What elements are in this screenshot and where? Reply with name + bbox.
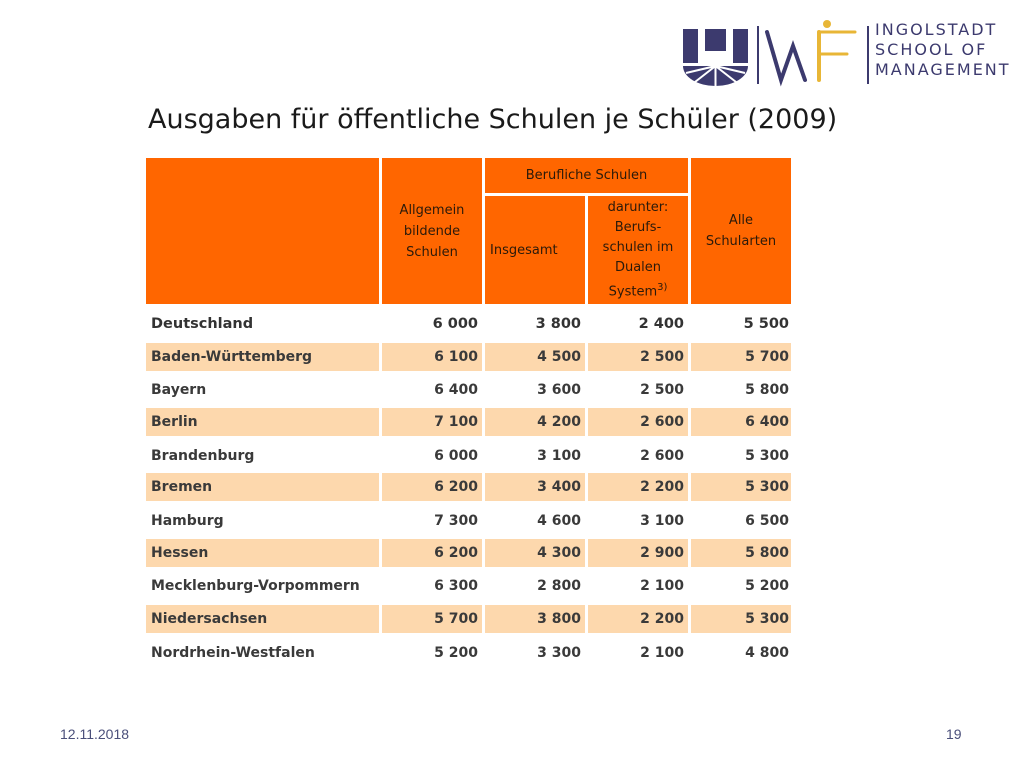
cell-duales: 3 100 xyxy=(640,513,684,529)
table-row: Nordrhein-Westfalen 5 200 3 300 2 100 4 … xyxy=(146,639,791,667)
cell-alle: 6 500 xyxy=(745,513,789,529)
cell-alle: 5 200 xyxy=(745,578,789,594)
cell-allgemein: 6 300 xyxy=(434,578,478,594)
header-group-berufliche: Berufliche Schulen xyxy=(485,158,688,193)
slide-date: 12.11.2018 xyxy=(60,726,130,742)
cell-duales: 2 100 xyxy=(640,645,684,661)
cell-duales: 2 500 xyxy=(640,382,684,398)
cell-insgesamt: 3 400 xyxy=(485,473,585,501)
cell-insgesamt: 3 300 xyxy=(537,645,581,661)
shield-icon xyxy=(683,29,748,86)
cell-insgesamt: 4 300 xyxy=(485,539,585,567)
cell-alle: 5 500 xyxy=(743,316,789,332)
cell-alle: 6 400 xyxy=(691,408,791,436)
table-row: Bremen 6 200 3 400 2 200 5 300 xyxy=(146,473,791,501)
logo-line-3: MANAGEMENT xyxy=(875,60,1011,79)
cell-insgesamt: 2 800 xyxy=(537,578,581,594)
cell-land: Bayern xyxy=(151,382,207,398)
cell-duales: 2 200 xyxy=(588,605,688,633)
cell-duales: 2 600 xyxy=(588,408,688,436)
cell-duales: 2 600 xyxy=(640,448,684,464)
expenditure-table: Allgemein bildende Schulen Berufliche Sc… xyxy=(146,158,791,668)
cell-land: Bremen xyxy=(146,473,379,501)
table-row: Niedersachsen 5 700 3 800 2 200 5 300 xyxy=(146,605,791,633)
cell-land: Hamburg xyxy=(151,513,224,529)
header-allgemein-label: Allgemein bildende Schulen xyxy=(399,202,465,260)
cell-land: Nordrhein-Westfalen xyxy=(151,645,315,661)
cell-land: Baden-Württemberg xyxy=(146,343,379,371)
cell-allgemein: 6 100 xyxy=(382,343,482,371)
header-alle-label: Alle Schularten xyxy=(705,213,777,249)
cell-allgemein: 6 400 xyxy=(434,382,478,398)
cell-allgemein: 6 000 xyxy=(434,448,478,464)
cell-duales: 2 100 xyxy=(640,578,684,594)
slide-page-number: 19 xyxy=(946,726,962,742)
cell-land: Hessen xyxy=(146,539,379,567)
cell-allgemein: 5 200 xyxy=(434,645,478,661)
cell-insgesamt: 3 600 xyxy=(537,382,581,398)
university-logo-graphic xyxy=(683,20,869,87)
cell-alle: 4 800 xyxy=(745,645,789,661)
header-group-label: Berufliche Schulen xyxy=(525,168,648,183)
cell-land: Mecklenburg-Vorpommern xyxy=(151,578,360,594)
cell-insgesamt: 3 100 xyxy=(537,448,581,464)
logo-wordmark: INGOLSTADT SCHOOL OF MANAGEMENT xyxy=(875,20,1011,80)
header-corner xyxy=(146,158,379,304)
cell-allgemein: 5 700 xyxy=(382,605,482,633)
table-row: Hessen 6 200 4 300 2 900 5 800 xyxy=(146,539,791,567)
cell-duales: 2 900 xyxy=(588,539,688,567)
cell-land: Berlin xyxy=(146,408,379,436)
cell-duales: 2 400 xyxy=(638,316,684,332)
slide-title: Ausgaben für öffentliche Schulen je Schü… xyxy=(148,104,838,135)
cell-allgemein: 6 200 xyxy=(382,539,482,567)
table-row: Deutschland 6 000 3 800 2 400 5 500 xyxy=(146,310,791,338)
cell-land: Niedersachsen xyxy=(146,605,379,633)
header-allgemein: Allgemein bildende Schulen xyxy=(382,158,482,304)
cell-alle: 5 800 xyxy=(745,382,789,398)
cell-insgesamt: 3 800 xyxy=(485,605,585,633)
logo-line-2: SCHOOL OF xyxy=(875,40,988,59)
cell-insgesamt: 4 500 xyxy=(485,343,585,371)
table-row: Mecklenburg-Vorpommern 6 300 2 800 2 100… xyxy=(146,572,791,600)
header-footnote: 3) xyxy=(657,281,668,293)
header-insgesamt: Insgesamt xyxy=(485,196,585,304)
cell-alle: 5 300 xyxy=(745,448,789,464)
cell-insgesamt: 3 800 xyxy=(535,316,581,332)
table-row: Berlin 7 100 4 200 2 600 6 400 xyxy=(146,408,791,436)
cell-alle: 5 700 xyxy=(691,343,791,371)
cell-insgesamt: 4 200 xyxy=(485,408,585,436)
table-row: Hamburg 7 300 4 600 3 100 6 500 xyxy=(146,507,791,535)
table-row: Bayern 6 400 3 600 2 500 5 800 xyxy=(146,376,791,404)
cell-alle: 5 800 xyxy=(691,539,791,567)
cell-land: Brandenburg xyxy=(151,448,255,464)
cell-alle: 5 300 xyxy=(691,473,791,501)
table-row: Baden-Württemberg 6 100 4 500 2 500 5 70… xyxy=(146,343,791,371)
header-alle-schularten: Alle Schularten xyxy=(691,158,791,304)
logo-line-1: INGOLSTADT xyxy=(875,20,998,39)
table-row: Brandenburg 6 000 3 100 2 600 5 300 xyxy=(146,442,791,470)
cell-land: Deutschland xyxy=(151,316,254,332)
cell-allgemein: 7 100 xyxy=(382,408,482,436)
cell-insgesamt: 4 600 xyxy=(537,513,581,529)
header-duales-system: darunter: Berufs- schulen im Dualen Syst… xyxy=(588,196,688,304)
cell-allgemein: 6 000 xyxy=(432,316,478,332)
header-insgesamt-label: Insgesamt xyxy=(490,242,558,258)
header-duales-label: darunter: Berufs- schulen im Dualen Syst… xyxy=(602,199,674,300)
cell-duales: 2 500 xyxy=(588,343,688,371)
wif-monogram xyxy=(765,20,857,87)
cell-alle: 5 300 xyxy=(691,605,791,633)
cell-duales: 2 200 xyxy=(588,473,688,501)
cell-allgemein: 6 200 xyxy=(382,473,482,501)
cell-allgemein: 7 300 xyxy=(434,513,478,529)
